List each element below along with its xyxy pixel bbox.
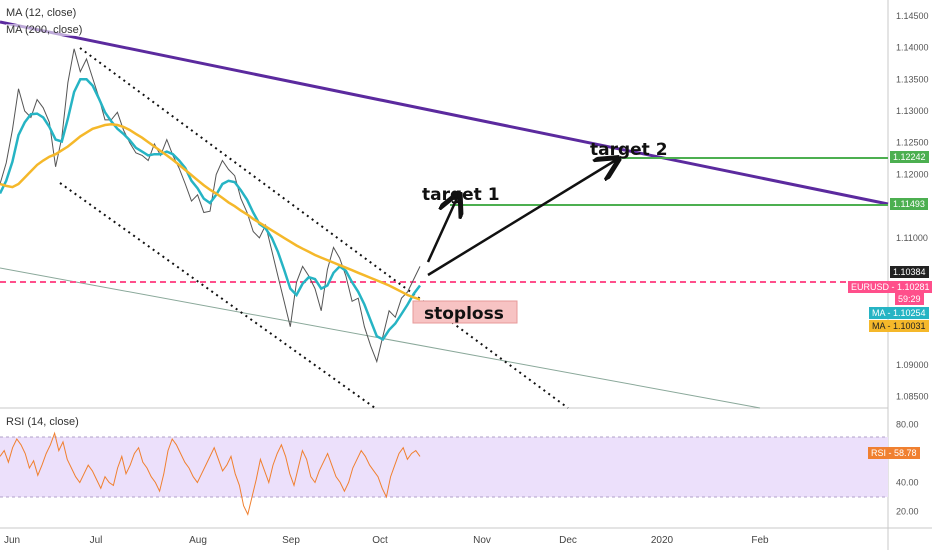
lower-dotted-trendline bbox=[59, 182, 376, 409]
countdown-tag: 59:29 bbox=[895, 293, 924, 305]
stoploss-box bbox=[412, 300, 518, 324]
long-term-trendline bbox=[0, 20, 889, 206]
y-tick-label: 1.13500 bbox=[896, 74, 929, 84]
last-price-value: 1.10281 bbox=[897, 282, 930, 292]
y-tick-label: 1.09000 bbox=[896, 360, 929, 370]
x-tick-label: Aug bbox=[189, 535, 207, 546]
x-tick-label: Sep bbox=[282, 535, 300, 546]
series-line-2 bbox=[0, 123, 421, 301]
target2-price-tag: 1.12242 bbox=[890, 151, 929, 163]
series-line-0 bbox=[0, 48, 421, 364]
target2-annotation: target 2 bbox=[590, 140, 668, 160]
y-tick-label: 1.13000 bbox=[896, 106, 929, 116]
rsi-band bbox=[0, 437, 888, 497]
ma-slow-legend[interactable]: MA (200, close) bbox=[6, 24, 83, 36]
target1-arrow bbox=[426, 196, 458, 263]
y-tick-label: 1.08500 bbox=[896, 392, 929, 402]
target1-price-tag: 1.11493 bbox=[890, 198, 928, 210]
last-price-tag: EURUSD - 1.10281 bbox=[848, 281, 932, 293]
top-marker-tag: 1.10384 bbox=[890, 266, 929, 278]
last-price-symbol: EURUSD bbox=[851, 282, 890, 292]
y-tick-label: 1.12500 bbox=[896, 138, 929, 148]
rsi-line bbox=[0, 431, 421, 516]
upper-dotted-trendline bbox=[79, 47, 569, 409]
series-line-1 bbox=[0, 78, 421, 342]
y-tick-label: 1.14500 bbox=[896, 11, 929, 21]
y-tick-label: 1.14000 bbox=[896, 43, 929, 53]
rsi-tick-label: 80.00 bbox=[896, 420, 919, 430]
stoploss-annotation: stoploss bbox=[424, 304, 504, 324]
x-tick-label: Oct bbox=[372, 535, 388, 546]
x-tick-label: Jun bbox=[4, 535, 20, 546]
y-tick-label: 1.12000 bbox=[896, 170, 929, 180]
target1-annotation: target 1 bbox=[422, 185, 500, 205]
ma-fast-tag: MA - 1.10254 bbox=[869, 307, 929, 319]
x-tick-label: Jul bbox=[90, 535, 103, 546]
ma-fast-legend[interactable]: MA (12, close) bbox=[6, 7, 77, 19]
rsi-tick-label: 40.00 bbox=[896, 478, 919, 488]
rsi-tick-label: 20.00 bbox=[896, 507, 919, 517]
target2-arrow bbox=[427, 160, 616, 277]
x-tick-label: Feb bbox=[751, 535, 769, 546]
x-tick-label: Nov bbox=[473, 535, 491, 546]
rsi-legend[interactable]: RSI (14, close) bbox=[6, 416, 79, 428]
rsi-value-tag: RSI - 58.78 bbox=[868, 447, 920, 459]
x-tick-label: 2020 bbox=[651, 535, 674, 546]
x-tick-label: Dec bbox=[559, 535, 577, 546]
y-tick-label: 1.11000 bbox=[896, 233, 928, 243]
ma-slow-tag: MA - 1.10031 bbox=[869, 320, 929, 332]
